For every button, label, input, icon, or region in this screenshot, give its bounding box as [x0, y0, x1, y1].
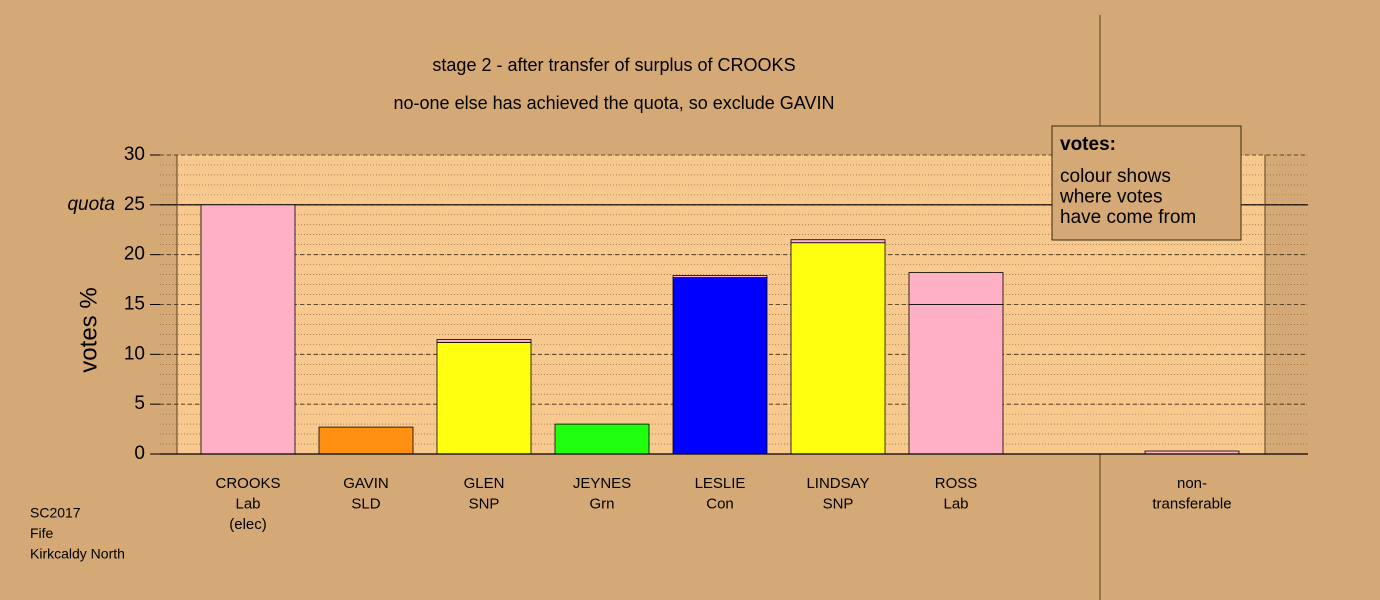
- x-tick-label: LESLIE: [695, 475, 746, 492]
- bar-segment: [672, 277, 768, 455]
- bar-segment: [908, 272, 1004, 305]
- x-tick-label: Lab: [235, 495, 260, 512]
- bar-segment: [790, 239, 886, 244]
- legend-text: where votes: [1059, 187, 1162, 208]
- x-tick-label: SNP: [823, 495, 854, 512]
- bar-segment: [790, 242, 886, 455]
- x-tick-label: Con: [706, 495, 734, 512]
- legend-title: votes:: [1060, 134, 1116, 155]
- x-tick-label: Grn: [589, 495, 614, 512]
- y-tick-label: 10: [124, 343, 145, 364]
- chart-subtitle: no-one else has achieved the quota, so e…: [394, 93, 835, 113]
- x-tick-label: (elec): [229, 516, 267, 533]
- x-tick-label: LINDSAY: [806, 475, 869, 492]
- x-tick-label: Lab: [943, 495, 968, 512]
- y-tick-label: 0: [134, 443, 145, 464]
- bar-segment: [554, 423, 650, 455]
- y-axis-label: votes %: [75, 287, 102, 372]
- x-tick-label: ROSS: [935, 475, 978, 492]
- footer-text: Kirkcaldy North: [30, 546, 125, 562]
- legend-text: have come from: [1060, 207, 1196, 228]
- bar-segment: [436, 338, 532, 343]
- quota-label: quota: [67, 194, 115, 215]
- x-tick-label: transferable: [1152, 495, 1231, 512]
- bar-segment: [318, 426, 414, 455]
- x-tick-label: SNP: [469, 495, 500, 512]
- legend-text: colour shows: [1060, 166, 1171, 187]
- bar-segment: [200, 204, 296, 455]
- footer-text: Fife: [30, 525, 54, 541]
- y-tick-label: 15: [124, 294, 145, 315]
- bar-segment: [908, 304, 1004, 455]
- x-tick-label: JEYNES: [573, 475, 631, 492]
- y-tick-label: 30: [124, 144, 145, 165]
- chart-title: stage 2 - after transfer of surplus of C…: [432, 55, 795, 75]
- x-tick-label: CROOKS: [215, 475, 280, 492]
- x-tick-label: SLD: [351, 495, 380, 512]
- bar-segment: [436, 341, 532, 455]
- x-tick-label: GAVIN: [343, 475, 389, 492]
- bar-segment: [672, 275, 768, 278]
- footer-text: SC2017: [30, 505, 81, 521]
- x-tick-label: GLEN: [464, 475, 505, 492]
- y-tick-label: 5: [134, 393, 145, 414]
- y-tick-label: 25: [124, 194, 145, 215]
- legend-box: [1051, 125, 1242, 241]
- y-tick-label: 20: [124, 244, 145, 265]
- x-tick-label: non-: [1177, 475, 1207, 492]
